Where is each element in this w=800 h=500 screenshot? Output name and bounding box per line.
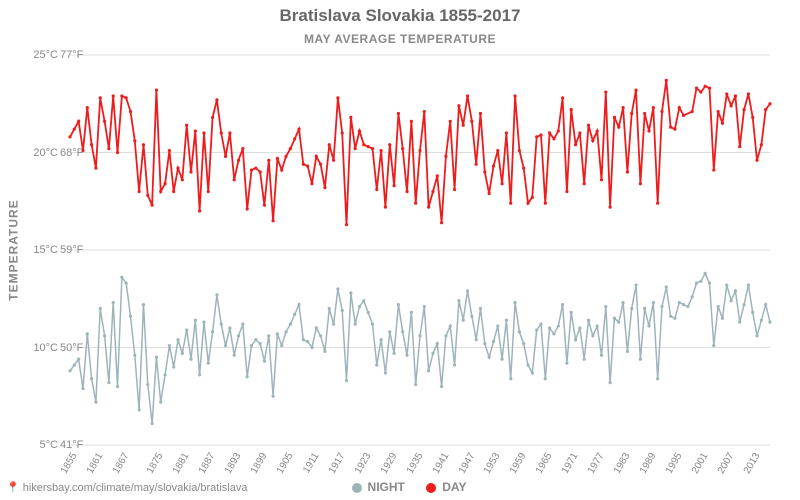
xtick: 2001 <box>690 451 711 476</box>
xtick: 2007 <box>716 451 737 476</box>
xtick: 1971 <box>560 451 581 476</box>
plot-area <box>70 55 770 445</box>
map-pin-icon: 📍 <box>6 482 20 494</box>
legend-label-night: NIGHT <box>368 480 405 494</box>
xtick: 1977 <box>586 451 607 476</box>
xtick: 1855 <box>59 451 80 476</box>
xtick: 1989 <box>638 451 659 476</box>
xtick: 1941 <box>430 451 451 476</box>
y-axis-label: TEMPERATURE <box>6 55 22 445</box>
xtick: 2013 <box>742 451 763 476</box>
ytick-c: 10°C <box>30 342 58 354</box>
xtick: 1983 <box>612 451 633 476</box>
xtick: 1881 <box>171 451 192 476</box>
ytick-f: 50°F <box>60 342 72 354</box>
ytick-c: 20°C <box>30 147 58 159</box>
chart-subtitle: MAY AVERAGE TEMPERATURE <box>0 32 800 46</box>
xtick: 1935 <box>405 451 426 476</box>
xtick: 1905 <box>275 451 296 476</box>
footer-text: hikersbay.com/climate/may/slovakia/brati… <box>23 482 248 494</box>
chart-title: Bratislava Slovakia 1855-2017 <box>0 6 800 26</box>
legend-swatch-day <box>426 483 436 493</box>
legend-label-day: DAY <box>442 480 466 494</box>
ytick-f: 68°F <box>60 147 72 159</box>
legend-swatch-night <box>352 483 362 493</box>
ytick-c: 5°C <box>30 439 58 451</box>
ytick-f: 41°F <box>60 439 72 451</box>
xtick: 1867 <box>111 451 132 476</box>
series-layer <box>70 55 770 445</box>
ytick-c: 25°C <box>30 49 58 61</box>
xtick: 1861 <box>85 451 106 476</box>
xtick: 1923 <box>353 451 374 476</box>
xtick: 1911 <box>301 451 321 475</box>
xtick: 1875 <box>145 451 166 476</box>
xtick: 1887 <box>197 451 218 476</box>
xtick: 1953 <box>482 451 503 476</box>
xtick: 1965 <box>534 451 555 476</box>
xtick: 1929 <box>379 451 400 476</box>
ytick-f: 77°F <box>60 49 72 61</box>
ytick-c: 15°C <box>30 244 58 256</box>
xtick: 1899 <box>249 451 270 476</box>
xtick: 1893 <box>223 451 244 476</box>
xtick: 1959 <box>508 451 529 476</box>
chart-container: Bratislava Slovakia 1855-2017 MAY AVERAG… <box>0 0 800 500</box>
xtick: 1917 <box>327 451 348 476</box>
footer: 📍hikersbay.com/climate/may/slovakia/brat… <box>6 481 247 494</box>
xtick: 1947 <box>456 451 477 476</box>
ytick-f: 59°F <box>60 244 72 256</box>
xtick: 1995 <box>664 451 685 476</box>
